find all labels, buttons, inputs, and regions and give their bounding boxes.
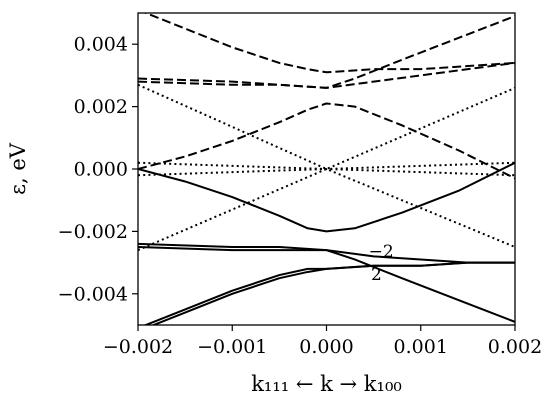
y-tick-label: 0.000: [74, 159, 128, 181]
series-dotted-11: [138, 168, 515, 252]
x-axis-ticks: −0.002 −0.001 0.000 0.001 0.002: [103, 325, 542, 358]
y-tick-label: −0.002: [58, 221, 128, 243]
series-solid-2: [138, 242, 515, 264]
series-layer: [138, 13, 515, 325]
x-tick-label: 0.001: [394, 336, 448, 358]
series-solid-1: [138, 161, 515, 233]
series-dashed-9: [138, 102, 515, 180]
y-tick-label: 0.002: [74, 96, 128, 118]
series-solid-3: [138, 246, 515, 323]
band-annotation: 2: [371, 265, 382, 285]
y-tick-label: −0.004: [58, 283, 128, 305]
x-tick-label: 0.002: [488, 336, 542, 358]
annotation-layer: −22: [369, 242, 394, 285]
series-dashed-6: [143, 13, 515, 74]
y-axis-ticks: −0.004 −0.002 0.000 0.002 0.004: [58, 34, 138, 305]
series-solid-5: [151, 261, 515, 325]
x-tick-label: −0.002: [103, 336, 173, 358]
y-axis-label: ε, eV: [6, 142, 30, 195]
series-dashed-7: [138, 15, 515, 89]
series-solid-4: [143, 261, 515, 325]
series-dotted-10: [138, 83, 515, 170]
x-tick-label: −0.001: [197, 336, 267, 358]
x-tick-label: 0.000: [299, 336, 353, 358]
series-dotted-13: [138, 168, 515, 177]
series-dashed-8: [138, 61, 515, 89]
band-annotation: −2: [369, 242, 394, 262]
x-axis-label: k₁₁₁ ← k → k₁₀₀: [251, 372, 402, 396]
y-tick-label: 0.004: [74, 34, 128, 56]
